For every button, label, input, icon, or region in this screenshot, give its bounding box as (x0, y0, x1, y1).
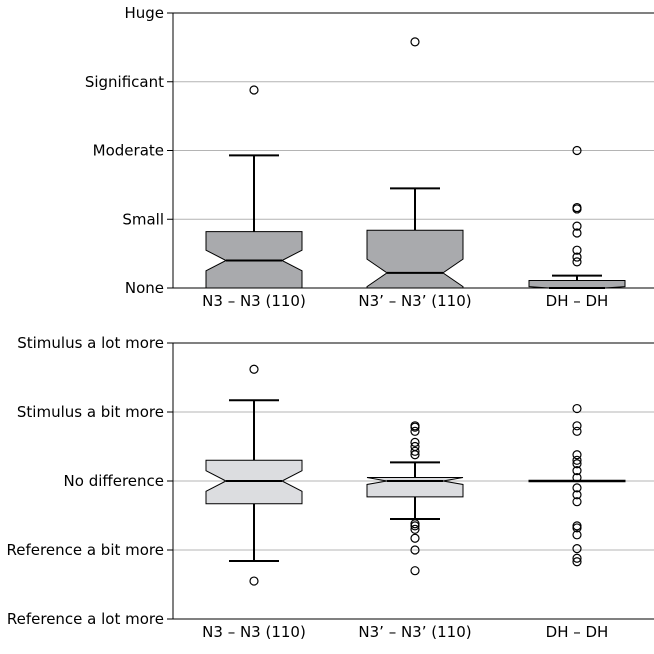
y-tick-label: Huge (124, 4, 164, 22)
notched-box (528, 279, 626, 289)
outlier-point (410, 426, 420, 436)
outlier-point (572, 483, 582, 493)
x-category-label: DH – DH (546, 623, 609, 641)
outlier-point (410, 566, 420, 576)
outlier-point (572, 557, 582, 567)
outlier-point (572, 403, 582, 414)
outlier-point (572, 455, 582, 465)
y-tick-label: No difference (64, 472, 164, 490)
outlier-point (572, 252, 582, 262)
y-tick-label: None (125, 279, 164, 297)
outlier-point (572, 145, 582, 156)
y-tick-label: Significant (85, 73, 164, 91)
outlier-point (572, 530, 582, 540)
outlier-point (572, 466, 582, 476)
y-tick-label: Moderate (93, 142, 164, 160)
outlier-point (410, 524, 420, 534)
x-category-label: N3 – N3 (110) (202, 292, 306, 310)
y-tick-label: Stimulus a bit more (17, 403, 164, 421)
outlier-point (572, 202, 582, 213)
outlier-point (572, 221, 582, 231)
x-category-label: N3’ – N3’ (110) (358, 292, 471, 310)
outlier-point (410, 437, 420, 447)
outlier-point (572, 459, 582, 469)
outlier-point (249, 85, 259, 95)
notched-box (366, 477, 464, 498)
outlier-point (410, 421, 420, 431)
outlier-point (249, 364, 259, 374)
outlier-point (572, 228, 582, 238)
outlier-point (410, 533, 420, 543)
x-category-label: N3’ – N3’ (110) (358, 623, 471, 641)
y-tick-label: Reference a lot more (7, 610, 164, 628)
outlier-point (410, 446, 420, 456)
outlier-point (572, 497, 582, 507)
notched-box (205, 459, 303, 505)
y-tick-label: Stimulus a lot more (17, 334, 164, 352)
outlier-point (572, 421, 582, 431)
outlier-point (410, 441, 420, 452)
outlier-point (572, 544, 582, 554)
outlier-point (572, 490, 582, 500)
y-tick-label: Reference a bit more (7, 541, 164, 559)
outlier-point (572, 553, 582, 563)
x-category-label: N3 – N3 (110) (202, 623, 306, 641)
outlier-point (572, 257, 582, 267)
outlier-point (410, 37, 420, 47)
outlier-point (572, 523, 582, 533)
notched-box (366, 229, 464, 289)
x-category-label: DH – DH (546, 292, 609, 310)
y-tick-label: Small (122, 210, 164, 228)
outlier-point (572, 426, 582, 436)
outlier-point (572, 472, 582, 483)
outlier-point (249, 576, 259, 586)
outlier-point (572, 245, 582, 255)
outlier-point (572, 450, 582, 460)
outlier-point (410, 545, 420, 555)
outlier-point (410, 521, 420, 531)
